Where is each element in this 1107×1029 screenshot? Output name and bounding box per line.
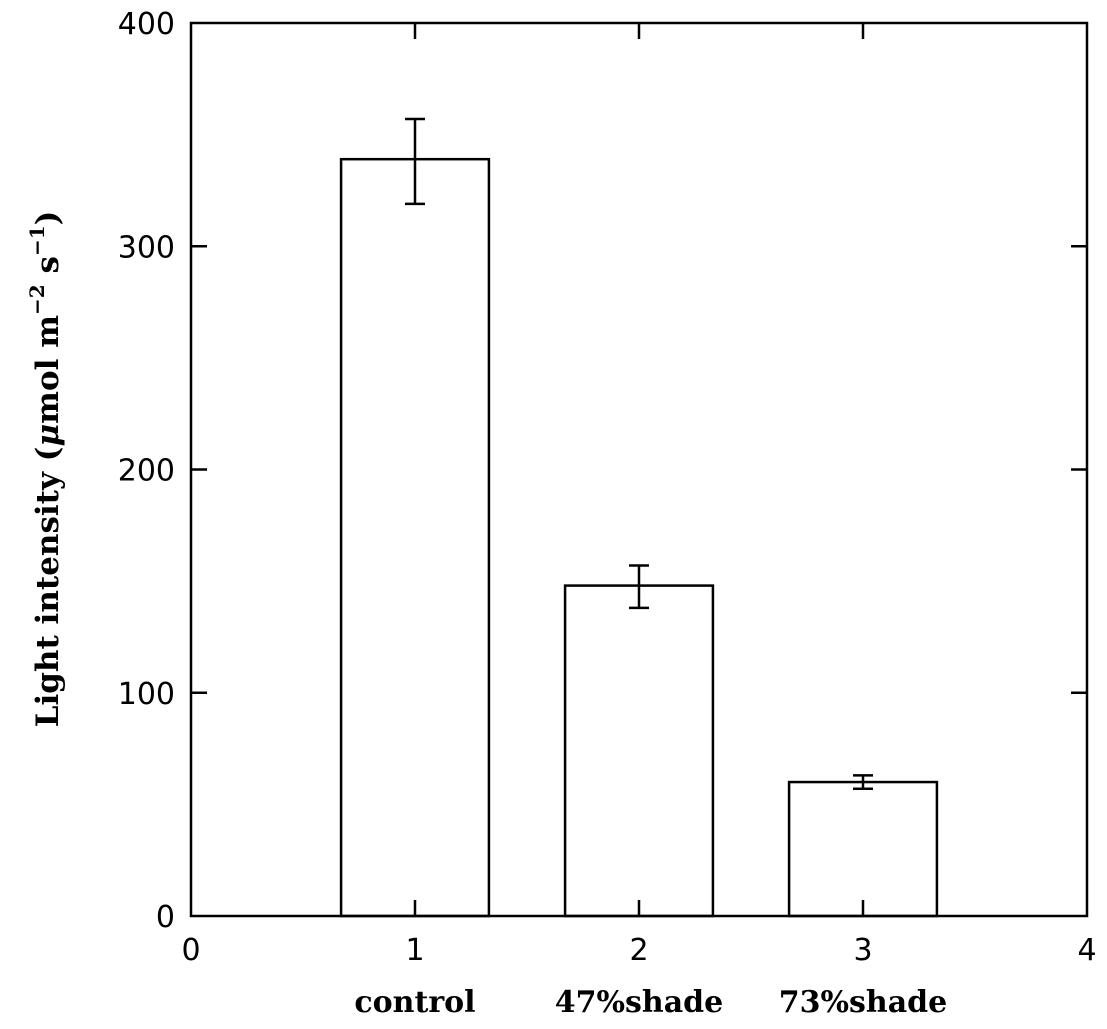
bar-1 xyxy=(339,157,491,918)
bars-layer xyxy=(339,157,939,918)
y-axis-title-exp1: −2 xyxy=(25,284,49,315)
y-axis-title: Light intensity (μmol m−2 s−1) xyxy=(25,211,66,728)
y-axis-title-main: Light intensity ( xyxy=(30,447,66,728)
y-axis-title-close: ) xyxy=(30,211,66,226)
x-tick-label: 0 xyxy=(181,933,200,968)
error-bar-1 xyxy=(405,117,425,206)
tick-labels-layer: control 47%shade 73%shade 0 1 2 3 4 0 100 200 300 40… xyxy=(118,7,1097,1020)
y-tick-label: 200 xyxy=(118,454,175,489)
ticks-layer xyxy=(191,23,1087,916)
y-axis-title-mu: μ xyxy=(30,424,66,447)
error-bar-2 xyxy=(629,564,649,610)
y-tick-label: 300 xyxy=(118,230,175,265)
error-bar-3 xyxy=(853,774,873,790)
x-tick-label: 4 xyxy=(1077,933,1096,968)
bar-2 xyxy=(563,584,715,918)
y-tick-label: 400 xyxy=(118,7,175,42)
category-label-3: 73%shade xyxy=(779,985,947,1020)
y-axis-title-s: s xyxy=(30,256,66,284)
x-tick-label: 2 xyxy=(629,933,648,968)
category-label-1: control xyxy=(354,985,475,1020)
y-axis-title-unit: mol m xyxy=(30,315,66,424)
y-tick-label: 0 xyxy=(156,900,175,935)
bar-3 xyxy=(787,780,939,918)
y-tick-label: 100 xyxy=(118,677,175,712)
y-axis-title-exp2: −1 xyxy=(25,225,49,256)
x-tick-label: 1 xyxy=(405,933,424,968)
category-label-2: 47%shade xyxy=(555,985,723,1020)
error-bars-layer xyxy=(405,117,873,790)
x-tick-label: 3 xyxy=(853,933,872,968)
